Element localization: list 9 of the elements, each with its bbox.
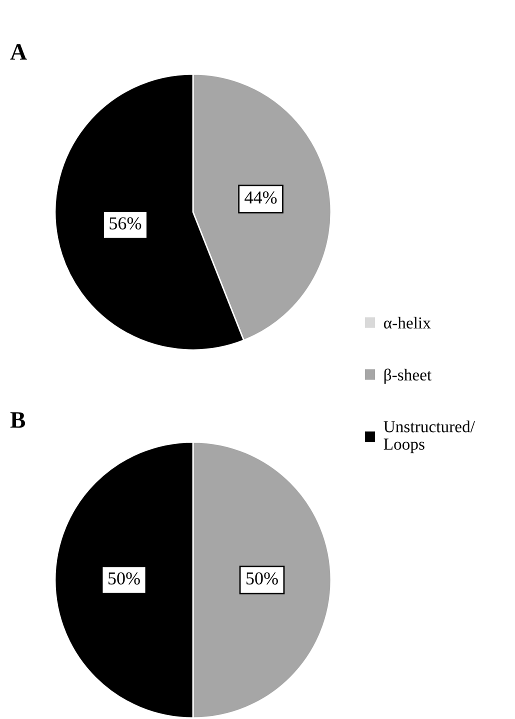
data-label: 56% bbox=[110, 217, 142, 230]
data-label: 50% bbox=[246, 572, 278, 585]
data-label: 44% bbox=[244, 191, 277, 204]
legend-label: β-sheet bbox=[384, 368, 432, 384]
data-label: 50% bbox=[108, 572, 140, 585]
chart-title: B bbox=[10, 412, 26, 428]
chart-title: A bbox=[10, 44, 27, 60]
legend-label: Unstructured/ Loops bbox=[384, 420, 475, 454]
legend-label: α-helix bbox=[384, 316, 431, 329]
